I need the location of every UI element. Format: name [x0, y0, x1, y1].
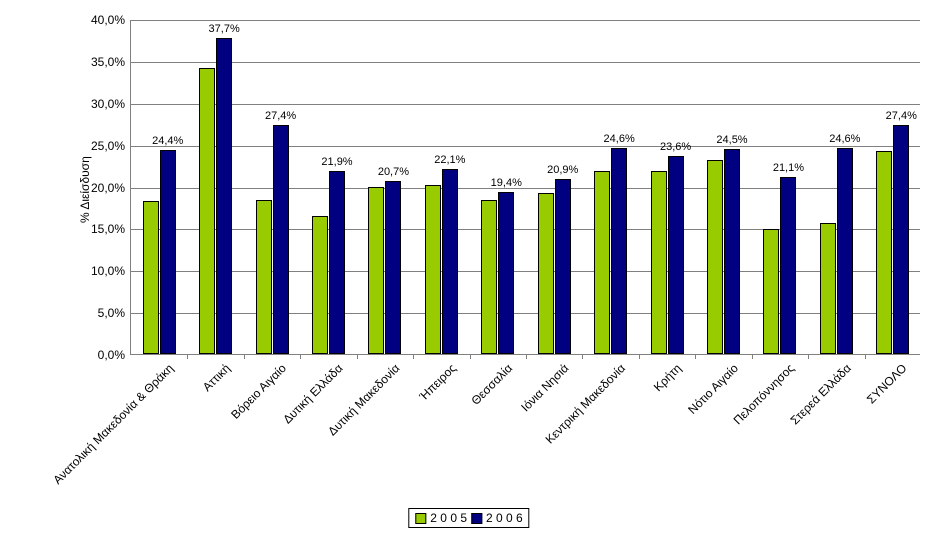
- bar-2006: [724, 149, 740, 354]
- bar-2005: [312, 216, 328, 354]
- y-tick-label: 0,0%: [98, 348, 131, 362]
- legend-swatch: [415, 513, 426, 524]
- y-tick-label: 35,0%: [91, 55, 131, 69]
- data-label: 37,7%: [209, 23, 240, 35]
- x-tick-mark: [808, 354, 809, 359]
- data-label: 24,4%: [152, 135, 183, 147]
- bar-2006: [668, 156, 684, 354]
- plot-area: 0,0%5,0%10,0%15,0%20,0%25,0%30,0%35,0%40…: [130, 20, 920, 355]
- bar-2005: [707, 160, 723, 354]
- bar-2006: [498, 192, 514, 354]
- data-label: 24,6%: [604, 133, 635, 145]
- y-axis-title: % Διείσδυση: [78, 156, 92, 223]
- legend: 2 0 0 5 2 0 0 6: [408, 508, 529, 528]
- x-tick-mark: [300, 354, 301, 359]
- data-label: 21,1%: [773, 162, 804, 174]
- legend-label: 2 0 0 5: [430, 511, 467, 525]
- x-tick-label: Ήπειρος: [411, 354, 460, 403]
- data-label: 24,5%: [716, 134, 747, 146]
- x-tick-mark: [357, 354, 358, 359]
- bar-2005: [481, 200, 497, 354]
- y-tick-label: 40,0%: [91, 13, 131, 27]
- data-label: 24,6%: [829, 133, 860, 145]
- y-tick-label: 15,0%: [91, 222, 131, 236]
- gridline: [131, 104, 920, 105]
- bar-2005: [199, 68, 215, 354]
- x-tick-label: ΣΥΝΟΛΟ: [859, 354, 912, 407]
- bar-2006: [442, 169, 458, 354]
- y-tick-label: 20,0%: [91, 181, 131, 195]
- x-tick-mark: [526, 354, 527, 359]
- x-tick-label: Κρήτη: [645, 354, 685, 394]
- bar-2006: [611, 148, 627, 354]
- bar-2005: [763, 229, 779, 354]
- data-label: 27,4%: [886, 110, 917, 122]
- gridline: [131, 146, 920, 147]
- x-tick-mark: [470, 354, 471, 359]
- bar-2005: [594, 171, 610, 354]
- x-tick-mark: [752, 354, 753, 359]
- bar-chart: 0,0% 5,0% 10,0% 15,0% 20,0% 25,0% 30,0% 35,0% 40…: [0, 0, 938, 539]
- x-tick-mark: [582, 354, 583, 359]
- data-label: 20,7%: [378, 166, 409, 178]
- x-tick-mark: [187, 354, 188, 359]
- legend-swatch: [471, 513, 482, 524]
- x-tick-label: Ανατολική Μακεδονία & Θράκη: [45, 354, 178, 487]
- bar-2006: [160, 150, 176, 354]
- legend-label: 2 0 0 6: [486, 511, 523, 525]
- data-label: 23,6%: [660, 141, 691, 153]
- bar-2005: [538, 193, 554, 354]
- y-tick-label: 30,0%: [91, 97, 131, 111]
- bar-2006: [555, 179, 571, 354]
- x-tick-label: Αττική: [194, 354, 234, 394]
- data-label: 20,9%: [547, 164, 578, 176]
- bar-2005: [651, 171, 667, 354]
- x-tick-mark: [865, 354, 866, 359]
- y-tick-label: 10,0%: [91, 264, 131, 278]
- gridline: [131, 188, 920, 189]
- gridline: [131, 62, 920, 63]
- gridline: [131, 271, 920, 272]
- bar-2005: [143, 201, 159, 354]
- bar-2005: [256, 200, 272, 354]
- bar-2005: [425, 185, 441, 354]
- gridline: [131, 20, 920, 21]
- bar-2006: [216, 38, 232, 354]
- bar-2006: [329, 171, 345, 354]
- data-label: 21,9%: [321, 156, 352, 168]
- bar-2006: [837, 148, 853, 354]
- gridline: [131, 313, 920, 314]
- bar-2006: [893, 125, 909, 354]
- bar-2006: [780, 177, 796, 354]
- bar-2005: [820, 223, 836, 354]
- bar-2005: [368, 187, 384, 355]
- bar-2005: [876, 151, 892, 354]
- x-tick-mark: [695, 354, 696, 359]
- y-tick-label: 25,0%: [91, 139, 131, 153]
- data-label: 19,4%: [491, 177, 522, 189]
- bar-2006: [385, 181, 401, 354]
- data-label: 22,1%: [434, 154, 465, 166]
- x-tick-label: Θεσσαλία: [463, 354, 517, 408]
- x-tick-mark: [639, 354, 640, 359]
- gridline: [131, 229, 920, 230]
- x-tick-mark: [244, 354, 245, 359]
- data-label: 27,4%: [265, 110, 296, 122]
- bar-2006: [273, 125, 289, 354]
- x-tick-mark: [413, 354, 414, 359]
- y-tick-label: 5,0%: [98, 306, 131, 320]
